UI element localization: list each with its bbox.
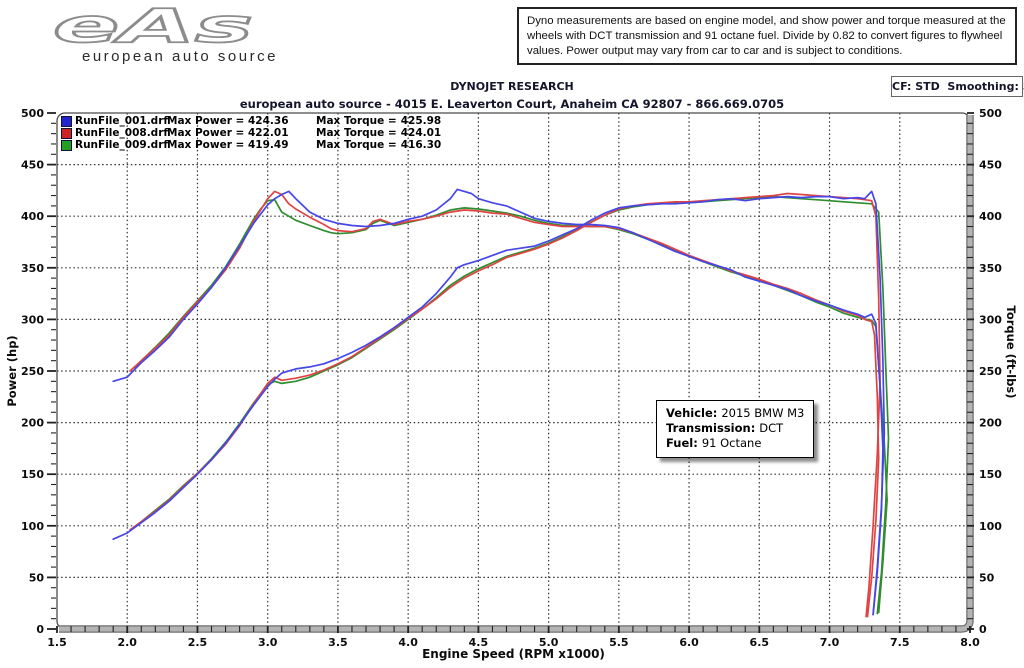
max-power-value: 419.49 [247,139,289,151]
y-right-tick-label: 200 [979,417,1002,430]
y-right-tick-label: 150 [979,468,1002,481]
y-left-tick-label: 100 [21,520,44,533]
x-tick-label: 8.0 [960,636,980,649]
y-right-tick-label: 450 [979,159,1002,172]
y-left-tick-label: 350 [21,262,44,275]
fuel-label: Fuel: [666,436,698,451]
tick-labels: 1.5 2.0 2.5 3.0 3.5 4.0 4.5 5.0 5.5 6.0 6.5 7.0 7.5 8… [21,107,1002,649]
vehicle-value: 2015 BMW M3 [721,406,805,420]
eas-logo-mark-icon: eAs [52,0,254,54]
transmission-value: DCT [759,421,784,436]
disclaimer-box: Dyno measurements are based on engine mo… [517,7,1017,66]
logo-company-name: european auto source [82,48,278,65]
x-tick-label: 2.5 [188,636,208,649]
y-left-tick-label: 450 [21,159,44,172]
x-tick-label: 4.0 [398,636,418,649]
gridlines [57,113,970,629]
max-torque-label: Max Torque = [316,115,397,127]
y-right-tick-label: 500 [979,107,1002,120]
x-tick-label: 3.5 [328,636,348,649]
y-left-tick-label: 200 [21,417,44,430]
run-001-color-swatch-icon [61,115,72,127]
x-axis-title: Engine Speed (RPM x1000) [422,647,605,661]
y-right-tick-label: 350 [979,262,1002,275]
run-file-name: RunFile_008.drf [75,127,168,139]
y-right-tick-label: 400 [979,210,1002,223]
y-right-tick-label: 0 [979,623,987,636]
logo-mark-text: eAs [53,2,253,50]
vehicle-info-box: Vehicle: 2015 BMW M3 Transmission: DCT Fue… [656,400,815,458]
run-legend: RunFile_001.drf Max Power = 424.36 Max T… [61,115,441,151]
legend-row-runfile-008: RunFile_008.drf Max Power = 422.01 Max T… [61,127,441,139]
transmission-row: Transmission: DCT [666,421,804,436]
y-right-tick-label: 50 [979,571,995,584]
max-power-value: 422.01 [247,127,289,139]
power-curve-runfile-009-drf [133,195,890,615]
torque-axis-title: Torque (ft-lbs) [1004,306,1018,399]
y-right-tick-label: 250 [979,365,1002,378]
fuel-value: 91 Octane [701,436,762,451]
x-tick-label: 6.0 [679,636,699,649]
axis-bar-outline [59,115,974,633]
x-tick-label: 5.5 [609,636,629,649]
max-torque-label: Max Torque = [316,127,397,139]
dyno-curves [112,188,890,618]
chart-title: DYNOJET RESEARCH [450,80,574,93]
disclaimer-text: Dyno measurements are based on engine mo… [527,15,1006,57]
power-axis-title: Power (hp) [5,335,19,406]
y-left-tick-label: 500 [21,107,44,120]
x-tick-label: 7.5 [890,636,910,649]
max-torque-label: Max Torque = [316,139,397,151]
chart-subtitle: european auto source - 4015 E. Leaverton… [239,97,785,111]
run-009-color-swatch-icon [61,139,72,151]
max-power-label: Max Power = 422.01 [167,127,289,139]
run-file-name: RunFile_009.drf [75,139,168,151]
power-curve-runfile-001-drf [112,190,886,616]
axis-ticks [47,112,974,633]
max-power-label: Max Power = 419.49 [167,139,289,151]
vehicle-row: Vehicle: 2015 BMW M3 [666,406,804,421]
fuel-row: Fuel: 91 Octane [666,436,804,451]
y-right-tick-label: 100 [979,520,1002,533]
axis-bar [59,115,973,632]
y-left-tick-label: 0 [36,623,44,636]
y-left-tick-label: 150 [21,468,44,481]
x-tick-label: 2.0 [117,636,137,649]
transmission-label: Transmission: [666,421,756,436]
max-torque-value: 424.01 [400,127,442,139]
max-torque-value: 425.98 [400,115,442,127]
torque-curve-runfile-001-drf [112,188,884,616]
legend-row-runfile-001: RunFile_001.drf Max Power = 424.36 Max T… [61,115,441,127]
x-tick-label: 1.5 [47,636,67,649]
eas-logo: eAs european auto source [38,0,275,65]
vehicle-label: Vehicle: [666,406,718,420]
y-right-tick-label: 300 [979,313,1002,326]
y-left-tick-label: 50 [29,571,45,584]
max-torque-value: 416.30 [400,139,442,151]
run-008-color-swatch-icon [61,127,72,139]
max-power-value: 424.36 [247,115,289,127]
max-power-label: Max Power = 424.36 [167,115,289,127]
x-tick-label: 3.0 [258,636,278,649]
x-tick-label: 4.5 [469,636,489,649]
y-left-tick-label: 250 [21,365,44,378]
x-tick-label: 6.5 [750,636,770,649]
x-tick-label: 5.0 [539,636,559,649]
y-left-tick-label: 300 [21,313,44,326]
y-left-tick-label: 400 [21,210,44,223]
run-file-name: RunFile_001.drf [75,115,168,127]
legend-row-runfile-009: RunFile_009.drf Max Power = 419.49 Max T… [61,139,441,151]
cf-smoothing-box: CF: STD Smoothing: 5 [891,76,1024,97]
x-tick-label: 7.0 [820,636,840,649]
